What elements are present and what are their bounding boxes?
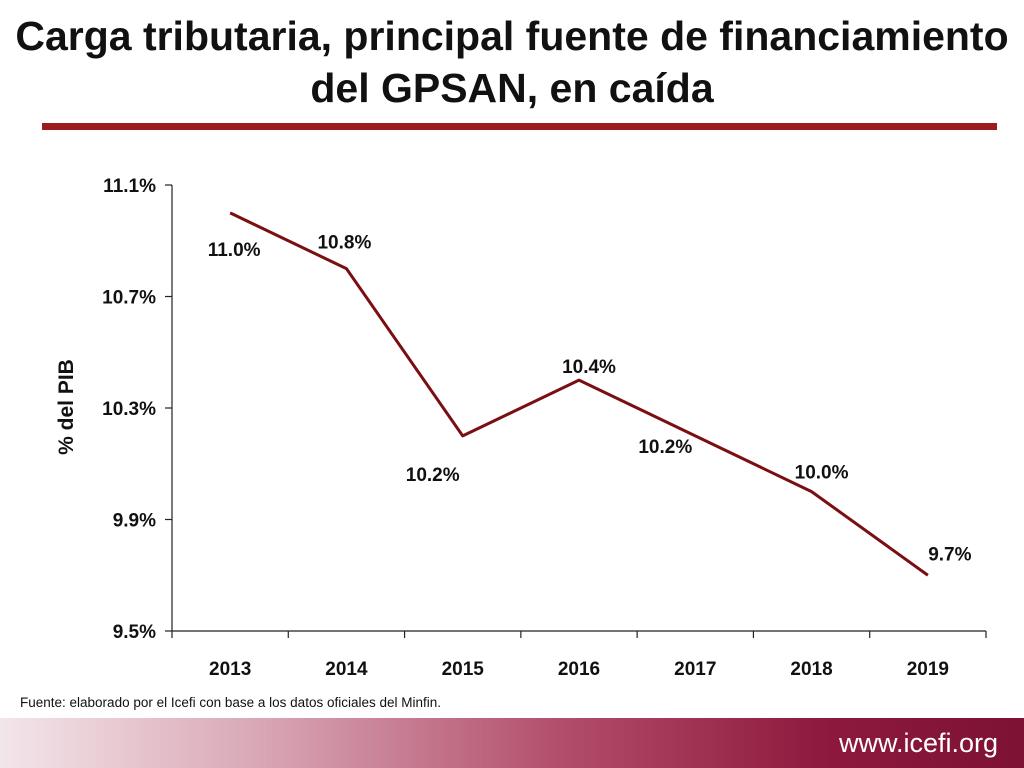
x-tick-label: 2013 [209,659,251,680]
chart-ticks: 11.1% 10.7% 10.3% 9.9% 9.5% 2013 2014 2015 2016 2… [102,176,987,680]
y-axis-title: % del PIB [55,359,78,455]
chart-axes [171,185,986,632]
x-tick-label: 2019 [907,659,949,680]
line-chart: 11.1% 10.7% 10.3% 9.9% 9.5% 2013 2014 2015 2016 2… [55,176,987,680]
x-tick-label: 2014 [325,659,368,680]
y-tick-label: 9.9% [113,511,156,532]
data-label: 9.7% [928,544,971,565]
data-label: 10.4% [562,357,616,378]
data-label: 11.0% [208,240,261,261]
series-line-carga-tributaria [229,211,929,577]
y-tick-label: 10.7% [102,288,156,309]
data-label: 10.2% [406,465,460,486]
x-tick-label: 2016 [558,659,600,680]
title-divider [42,123,997,130]
data-label: 10.2% [638,437,692,458]
x-tick-label: 2015 [442,659,485,680]
y-tick-label: 10.3% [102,399,156,420]
source-note: Fuente: elaborado por el Icefi con base … [20,695,441,710]
page-title: Carga tributaria, principal fuente de fi… [15,13,1009,111]
data-label: 10.0% [795,463,849,484]
x-tick-label: 2017 [674,659,716,680]
x-tick-label: 2018 [790,659,832,680]
chart-series [229,211,929,577]
footer-bar: www.icefi.org [0,718,1024,768]
chart-data-labels: 11.0% 10.8% 10.2% 10.4% 10.2% 10.0% 9.7% [208,233,972,566]
y-tick-label: 11.1% [103,176,156,197]
y-tick-label: 9.5% [113,622,156,643]
footer-url[interactable]: www.icefi.org [838,728,998,758]
data-label: 10.8% [317,233,371,254]
